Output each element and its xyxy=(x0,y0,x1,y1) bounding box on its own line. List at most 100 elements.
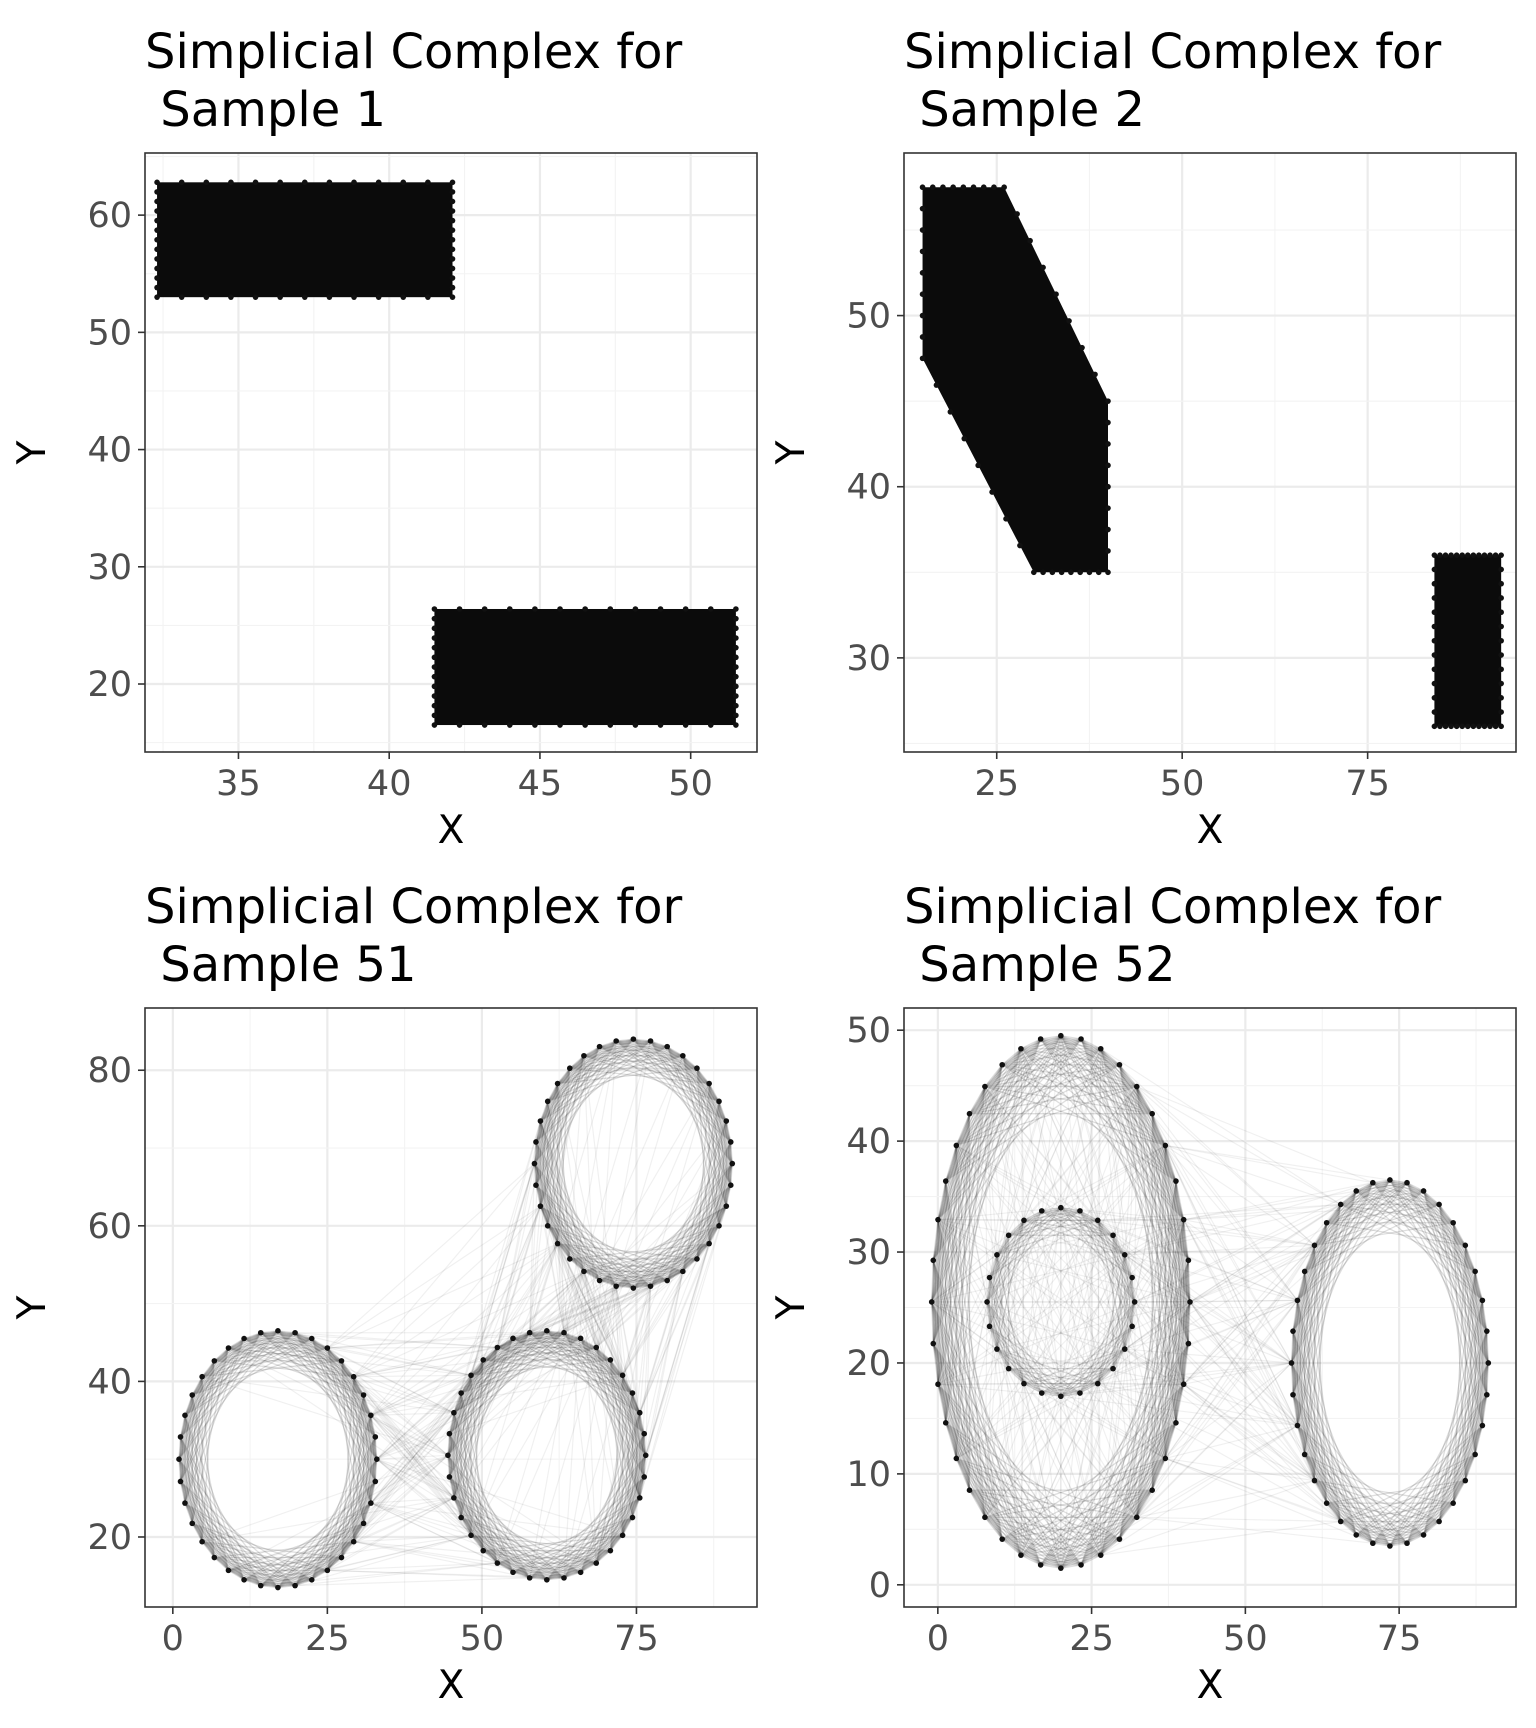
edge xyxy=(563,1550,611,1579)
edge xyxy=(214,1360,354,1378)
edge xyxy=(1023,1383,1102,1556)
edge xyxy=(529,1332,641,1414)
edge xyxy=(1136,1086,1293,1364)
edge xyxy=(1389,1542,1408,1547)
vertex-point xyxy=(986,1323,993,1330)
vertex-point xyxy=(680,1268,686,1275)
edge xyxy=(1079,1368,1114,1394)
ring-edges-1 xyxy=(178,1330,378,1589)
edge xyxy=(1304,1454,1374,1544)
vertex-point xyxy=(1476,552,1482,558)
edge xyxy=(557,1243,634,1289)
vertex-point xyxy=(456,722,463,728)
edge xyxy=(1079,1210,1099,1221)
edge xyxy=(996,1254,1062,1569)
edge xyxy=(453,1270,585,1414)
edge xyxy=(453,1497,531,1579)
edge xyxy=(370,1502,498,1564)
edge xyxy=(1097,1219,1185,1384)
edge xyxy=(955,1457,1102,1556)
edge xyxy=(1355,1534,1374,1544)
edge xyxy=(1183,1219,1316,1481)
edge xyxy=(370,1374,623,1416)
edge xyxy=(1100,1048,1185,1385)
edge xyxy=(937,1384,971,1491)
vertex-point xyxy=(1470,723,1477,730)
vertex-point xyxy=(733,654,739,661)
edge xyxy=(1020,1516,1137,1556)
edge xyxy=(1097,1220,1185,1385)
edge xyxy=(1097,1219,1298,1301)
edge xyxy=(996,1048,1102,1256)
edge xyxy=(539,1205,634,1289)
edge xyxy=(533,1163,559,1244)
edge xyxy=(178,1458,245,1581)
edge xyxy=(353,1376,378,1460)
edge xyxy=(1097,1219,1133,1278)
edge xyxy=(529,1271,585,1578)
edge xyxy=(931,1301,1042,1566)
edge xyxy=(937,1181,947,1385)
edge xyxy=(1060,1301,1136,1569)
edge xyxy=(353,1376,376,1438)
edge xyxy=(615,1205,727,1287)
vertex-point xyxy=(1001,184,1007,191)
edge xyxy=(1118,1064,1185,1220)
edge xyxy=(201,1541,215,1558)
edge xyxy=(1041,1210,1098,1221)
edge xyxy=(580,1562,597,1573)
edge xyxy=(1020,1048,1166,1147)
edge xyxy=(1340,1502,1454,1523)
edge xyxy=(984,1048,1101,1088)
edge xyxy=(1023,1219,1185,1385)
edge xyxy=(326,1347,498,1564)
edge xyxy=(179,1376,203,1482)
edge xyxy=(529,1332,633,1394)
edge xyxy=(277,1584,296,1589)
edge xyxy=(1002,1538,1082,1566)
edge xyxy=(1134,1301,1185,1385)
edge xyxy=(1100,1362,1292,1556)
edge xyxy=(649,1040,733,1164)
vertex-point xyxy=(1037,1036,1044,1042)
edge xyxy=(955,1086,986,1459)
edge xyxy=(546,1330,647,1456)
edge xyxy=(1060,1382,1098,1397)
edge xyxy=(1020,1489,1153,1556)
edge xyxy=(609,1359,645,1478)
edge xyxy=(1118,1064,1153,1115)
vertex-point xyxy=(468,1372,474,1379)
edge xyxy=(539,1205,585,1272)
edge xyxy=(643,1455,647,1477)
edge xyxy=(1080,1038,1190,1344)
edge xyxy=(1100,1048,1185,1220)
edge xyxy=(1164,1145,1190,1261)
vertex-point xyxy=(446,1430,453,1437)
edge xyxy=(1304,1179,1391,1272)
edge xyxy=(996,1086,1138,1256)
edge xyxy=(546,1562,597,1581)
edge xyxy=(201,1541,245,1581)
edge xyxy=(996,1348,1043,1394)
edge xyxy=(340,1360,378,1460)
edge xyxy=(453,1497,581,1573)
edge xyxy=(932,1343,1042,1566)
vertex-point xyxy=(632,722,639,728)
edge xyxy=(682,1055,698,1069)
edge xyxy=(1296,1190,1357,1426)
edge xyxy=(448,1375,472,1478)
edge xyxy=(460,1517,548,1581)
edge xyxy=(1060,1207,1185,1385)
edge xyxy=(453,1120,541,1413)
vertex-point xyxy=(526,1329,533,1336)
edge xyxy=(340,1360,355,1378)
vertex-point xyxy=(607,722,614,728)
edge xyxy=(1020,1038,1082,1050)
panel-border xyxy=(144,1007,758,1608)
edge xyxy=(1175,1181,1190,1344)
edge xyxy=(1023,1301,1191,1385)
edge xyxy=(595,1497,641,1564)
edge xyxy=(370,1374,472,1504)
edge xyxy=(725,1185,732,1207)
edge xyxy=(1097,1086,1138,1384)
